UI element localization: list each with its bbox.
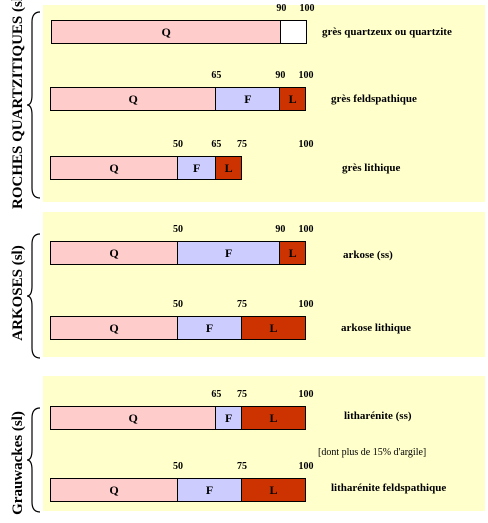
tick-label: 100 — [298, 224, 314, 235]
segment-f: F — [216, 87, 281, 111]
tick-label: 90 — [275, 70, 286, 81]
rock-name: grès feldspathique — [331, 93, 417, 105]
tick-label: 100 — [298, 139, 314, 150]
tick-label: 90 — [275, 224, 286, 235]
composition-bar: Q — [51, 20, 307, 44]
rock-name: grès lithique — [342, 162, 401, 174]
segment-l: L — [242, 406, 306, 430]
tick-label: 50 — [173, 299, 183, 310]
segment-q: Q — [50, 87, 217, 111]
rock-name: litharénite (ss) — [344, 410, 412, 422]
tick-label: 50 — [173, 224, 183, 235]
group-label-roches-quartzitiques: ROCHES QUARTZITIQUES (sl) — [10, 0, 26, 209]
tick-label: 100 — [298, 461, 314, 472]
tick-label: 75 — [237, 389, 247, 400]
segment-q: Q — [50, 478, 178, 502]
rock-name: arkose lithique — [341, 322, 411, 334]
segment-q: Q — [50, 406, 217, 430]
segment-l: L — [280, 87, 306, 111]
segment-f: F — [178, 156, 217, 180]
tick-label: 65 — [211, 70, 222, 81]
segment-f: F — [178, 241, 281, 265]
tick-label: 65 — [211, 389, 222, 400]
rock-name: litharénite feldspathique — [331, 482, 447, 494]
segment-l: L — [216, 156, 242, 180]
tick-label: 75 — [237, 299, 247, 310]
tick-label: 100 — [298, 70, 314, 81]
tick-label: 90 — [276, 3, 287, 14]
tick-label: 100 — [299, 3, 315, 14]
brace-arkoses — [26, 233, 41, 359]
tick-label: 65 — [211, 139, 222, 150]
group-label-grauwackes: Grauwackes (sl) — [10, 411, 26, 515]
segment-q: Q — [50, 156, 178, 180]
segment-l: L — [242, 478, 306, 502]
brace-grauwackes — [26, 407, 41, 513]
tick-label: 100 — [298, 389, 314, 400]
tick-label: 50 — [173, 139, 183, 150]
group-label-arkoses: ARKOSES (sl) — [10, 245, 26, 341]
segment-l: L — [280, 241, 306, 265]
tick-label: 75 — [237, 139, 247, 150]
tick-label: 75 — [237, 461, 247, 472]
segment-empty — [281, 20, 307, 44]
segment-q: Q — [50, 241, 178, 265]
tick-label: 50 — [173, 461, 183, 472]
rock-name: arkose (ss) — [343, 249, 393, 261]
clay-note: [dont plus de 15% d'argile] — [318, 447, 427, 458]
segment-f: F — [178, 478, 242, 502]
brace-roches-quartzitiques — [26, 11, 41, 199]
segment-q: Q — [51, 20, 282, 44]
segment-l: L — [242, 316, 306, 340]
rock-name: grès quartzeux ou quartzite — [322, 26, 452, 38]
tick-label: 100 — [298, 299, 314, 310]
segment-f: F — [178, 316, 242, 340]
segment-q: Q — [50, 316, 178, 340]
segment-f: F — [216, 406, 242, 430]
